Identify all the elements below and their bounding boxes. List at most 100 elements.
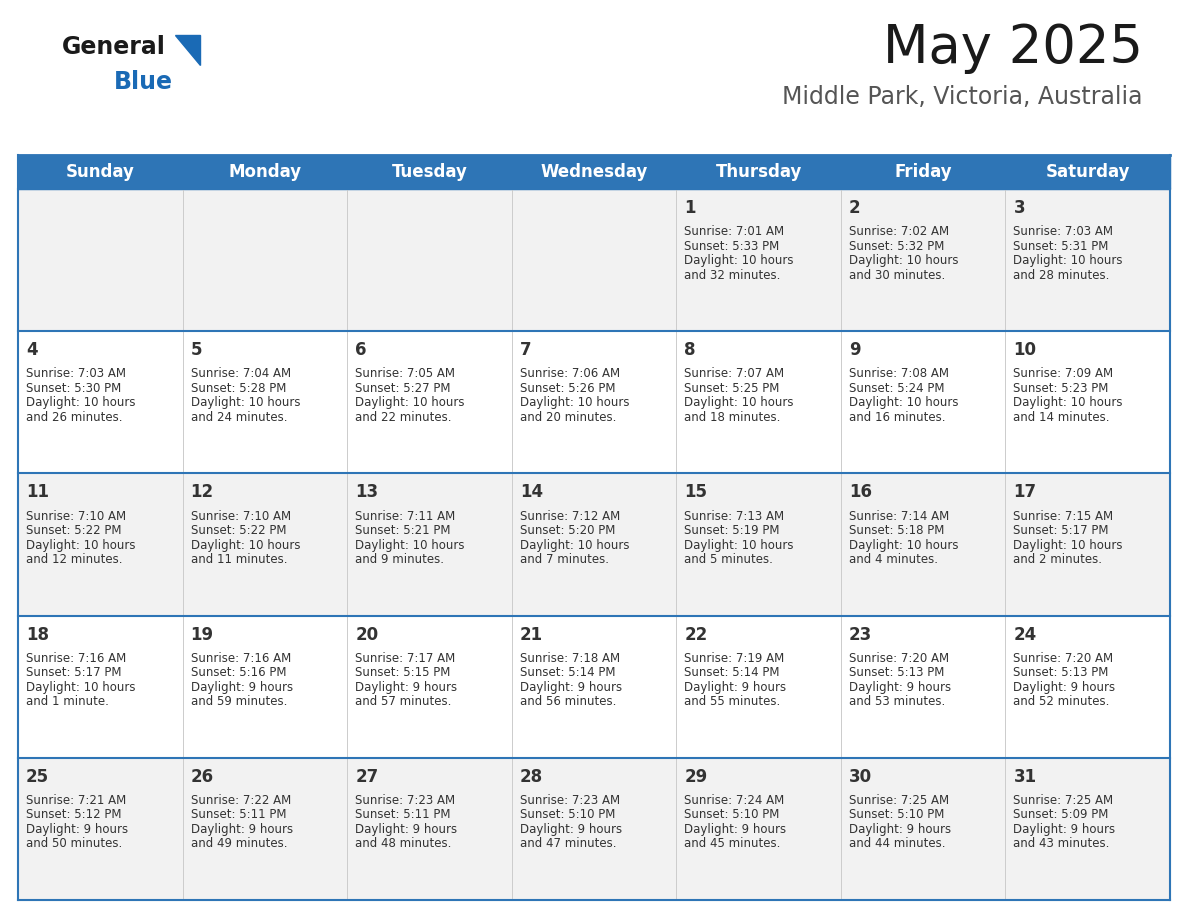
Text: Blue: Blue bbox=[114, 70, 173, 94]
Text: 21: 21 bbox=[519, 625, 543, 644]
Text: and 47 minutes.: and 47 minutes. bbox=[519, 837, 617, 850]
Text: 15: 15 bbox=[684, 484, 707, 501]
Text: 20: 20 bbox=[355, 625, 378, 644]
Text: and 56 minutes.: and 56 minutes. bbox=[519, 695, 617, 708]
Text: 3: 3 bbox=[1013, 199, 1025, 217]
Text: 9: 9 bbox=[849, 341, 860, 359]
Text: and 30 minutes.: and 30 minutes. bbox=[849, 269, 946, 282]
Text: and 5 minutes.: and 5 minutes. bbox=[684, 553, 773, 566]
Bar bbox=[18, 155, 1170, 189]
Text: Sunset: 5:28 PM: Sunset: 5:28 PM bbox=[190, 382, 286, 395]
Text: and 9 minutes.: and 9 minutes. bbox=[355, 553, 444, 566]
Text: Sunrise: 7:18 AM: Sunrise: 7:18 AM bbox=[519, 652, 620, 665]
Text: Sunrise: 7:03 AM: Sunrise: 7:03 AM bbox=[1013, 225, 1113, 238]
Polygon shape bbox=[175, 35, 200, 65]
Text: Middle Park, Victoria, Australia: Middle Park, Victoria, Australia bbox=[783, 85, 1143, 109]
Text: Sunrise: 7:16 AM: Sunrise: 7:16 AM bbox=[26, 652, 126, 665]
Text: Sunset: 5:10 PM: Sunset: 5:10 PM bbox=[849, 809, 944, 822]
Text: Daylight: 9 hours: Daylight: 9 hours bbox=[190, 823, 292, 836]
Text: Daylight: 10 hours: Daylight: 10 hours bbox=[190, 539, 301, 552]
Text: Daylight: 10 hours: Daylight: 10 hours bbox=[519, 397, 630, 409]
Text: Daylight: 10 hours: Daylight: 10 hours bbox=[684, 254, 794, 267]
Text: Daylight: 10 hours: Daylight: 10 hours bbox=[26, 539, 135, 552]
Text: Daylight: 10 hours: Daylight: 10 hours bbox=[355, 539, 465, 552]
Text: and 18 minutes.: and 18 minutes. bbox=[684, 410, 781, 424]
Text: 24: 24 bbox=[1013, 625, 1037, 644]
Text: Sunset: 5:19 PM: Sunset: 5:19 PM bbox=[684, 524, 779, 537]
Text: Sunrise: 7:25 AM: Sunrise: 7:25 AM bbox=[849, 794, 949, 807]
Text: Sunrise: 7:23 AM: Sunrise: 7:23 AM bbox=[519, 794, 620, 807]
Text: Sunset: 5:10 PM: Sunset: 5:10 PM bbox=[684, 809, 779, 822]
Text: Sunrise: 7:17 AM: Sunrise: 7:17 AM bbox=[355, 652, 455, 665]
Text: Daylight: 10 hours: Daylight: 10 hours bbox=[190, 397, 301, 409]
Text: Sunday: Sunday bbox=[65, 163, 134, 181]
Text: Daylight: 9 hours: Daylight: 9 hours bbox=[684, 681, 786, 694]
Text: 4: 4 bbox=[26, 341, 38, 359]
Text: and 52 minutes.: and 52 minutes. bbox=[1013, 695, 1110, 708]
Text: Daylight: 10 hours: Daylight: 10 hours bbox=[849, 397, 959, 409]
Text: 25: 25 bbox=[26, 767, 49, 786]
Text: Sunset: 5:27 PM: Sunset: 5:27 PM bbox=[355, 382, 450, 395]
Text: 7: 7 bbox=[519, 341, 531, 359]
Text: Sunset: 5:09 PM: Sunset: 5:09 PM bbox=[1013, 809, 1108, 822]
Text: Daylight: 10 hours: Daylight: 10 hours bbox=[684, 397, 794, 409]
Text: Sunset: 5:17 PM: Sunset: 5:17 PM bbox=[26, 666, 121, 679]
Text: Daylight: 9 hours: Daylight: 9 hours bbox=[519, 681, 621, 694]
Text: and 11 minutes.: and 11 minutes. bbox=[190, 553, 287, 566]
Text: Sunrise: 7:01 AM: Sunrise: 7:01 AM bbox=[684, 225, 784, 238]
Text: Sunrise: 7:08 AM: Sunrise: 7:08 AM bbox=[849, 367, 949, 380]
Text: Sunset: 5:20 PM: Sunset: 5:20 PM bbox=[519, 524, 615, 537]
Text: Friday: Friday bbox=[895, 163, 952, 181]
Text: Sunset: 5:26 PM: Sunset: 5:26 PM bbox=[519, 382, 615, 395]
Text: Sunrise: 7:04 AM: Sunrise: 7:04 AM bbox=[190, 367, 291, 380]
Text: Daylight: 9 hours: Daylight: 9 hours bbox=[849, 681, 950, 694]
Text: Sunrise: 7:14 AM: Sunrise: 7:14 AM bbox=[849, 509, 949, 522]
Text: Sunrise: 7:05 AM: Sunrise: 7:05 AM bbox=[355, 367, 455, 380]
Text: and 50 minutes.: and 50 minutes. bbox=[26, 837, 122, 850]
Bar bbox=[18, 331, 1170, 474]
Text: and 53 minutes.: and 53 minutes. bbox=[849, 695, 946, 708]
Text: and 43 minutes.: and 43 minutes. bbox=[1013, 837, 1110, 850]
Text: 18: 18 bbox=[26, 625, 49, 644]
Text: Sunset: 5:14 PM: Sunset: 5:14 PM bbox=[519, 666, 615, 679]
Text: Sunrise: 7:13 AM: Sunrise: 7:13 AM bbox=[684, 509, 784, 522]
Text: and 49 minutes.: and 49 minutes. bbox=[190, 837, 287, 850]
Text: Daylight: 10 hours: Daylight: 10 hours bbox=[849, 539, 959, 552]
Text: and 44 minutes.: and 44 minutes. bbox=[849, 837, 946, 850]
Text: Sunset: 5:17 PM: Sunset: 5:17 PM bbox=[1013, 524, 1108, 537]
Text: Sunrise: 7:21 AM: Sunrise: 7:21 AM bbox=[26, 794, 126, 807]
Text: Sunrise: 7:20 AM: Sunrise: 7:20 AM bbox=[1013, 652, 1113, 665]
Text: 8: 8 bbox=[684, 341, 696, 359]
Text: Sunrise: 7:24 AM: Sunrise: 7:24 AM bbox=[684, 794, 784, 807]
Text: May 2025: May 2025 bbox=[883, 22, 1143, 74]
Text: Daylight: 10 hours: Daylight: 10 hours bbox=[519, 539, 630, 552]
Text: Sunset: 5:13 PM: Sunset: 5:13 PM bbox=[849, 666, 944, 679]
Text: Daylight: 10 hours: Daylight: 10 hours bbox=[1013, 397, 1123, 409]
Text: Sunset: 5:30 PM: Sunset: 5:30 PM bbox=[26, 382, 121, 395]
Text: Daylight: 10 hours: Daylight: 10 hours bbox=[1013, 539, 1123, 552]
Text: Daylight: 10 hours: Daylight: 10 hours bbox=[849, 254, 959, 267]
Text: 12: 12 bbox=[190, 484, 214, 501]
Text: Daylight: 10 hours: Daylight: 10 hours bbox=[26, 681, 135, 694]
Text: and 55 minutes.: and 55 minutes. bbox=[684, 695, 781, 708]
Text: Sunrise: 7:11 AM: Sunrise: 7:11 AM bbox=[355, 509, 455, 522]
Text: and 26 minutes.: and 26 minutes. bbox=[26, 410, 122, 424]
Text: Sunrise: 7:23 AM: Sunrise: 7:23 AM bbox=[355, 794, 455, 807]
Text: and 14 minutes.: and 14 minutes. bbox=[1013, 410, 1110, 424]
Text: Sunset: 5:16 PM: Sunset: 5:16 PM bbox=[190, 666, 286, 679]
Text: Sunrise: 7:19 AM: Sunrise: 7:19 AM bbox=[684, 652, 784, 665]
Text: Sunrise: 7:25 AM: Sunrise: 7:25 AM bbox=[1013, 794, 1113, 807]
Bar bbox=[18, 616, 1170, 757]
Text: and 32 minutes.: and 32 minutes. bbox=[684, 269, 781, 282]
Text: Thursday: Thursday bbox=[715, 163, 802, 181]
Text: and 2 minutes.: and 2 minutes. bbox=[1013, 553, 1102, 566]
Text: and 59 minutes.: and 59 minutes. bbox=[190, 695, 287, 708]
Text: Sunset: 5:23 PM: Sunset: 5:23 PM bbox=[1013, 382, 1108, 395]
Text: and 20 minutes.: and 20 minutes. bbox=[519, 410, 617, 424]
Text: 1: 1 bbox=[684, 199, 696, 217]
Text: Wednesday: Wednesday bbox=[541, 163, 647, 181]
Text: and 4 minutes.: and 4 minutes. bbox=[849, 553, 937, 566]
Text: and 48 minutes.: and 48 minutes. bbox=[355, 837, 451, 850]
Text: General: General bbox=[62, 35, 166, 59]
Text: Sunrise: 7:06 AM: Sunrise: 7:06 AM bbox=[519, 367, 620, 380]
